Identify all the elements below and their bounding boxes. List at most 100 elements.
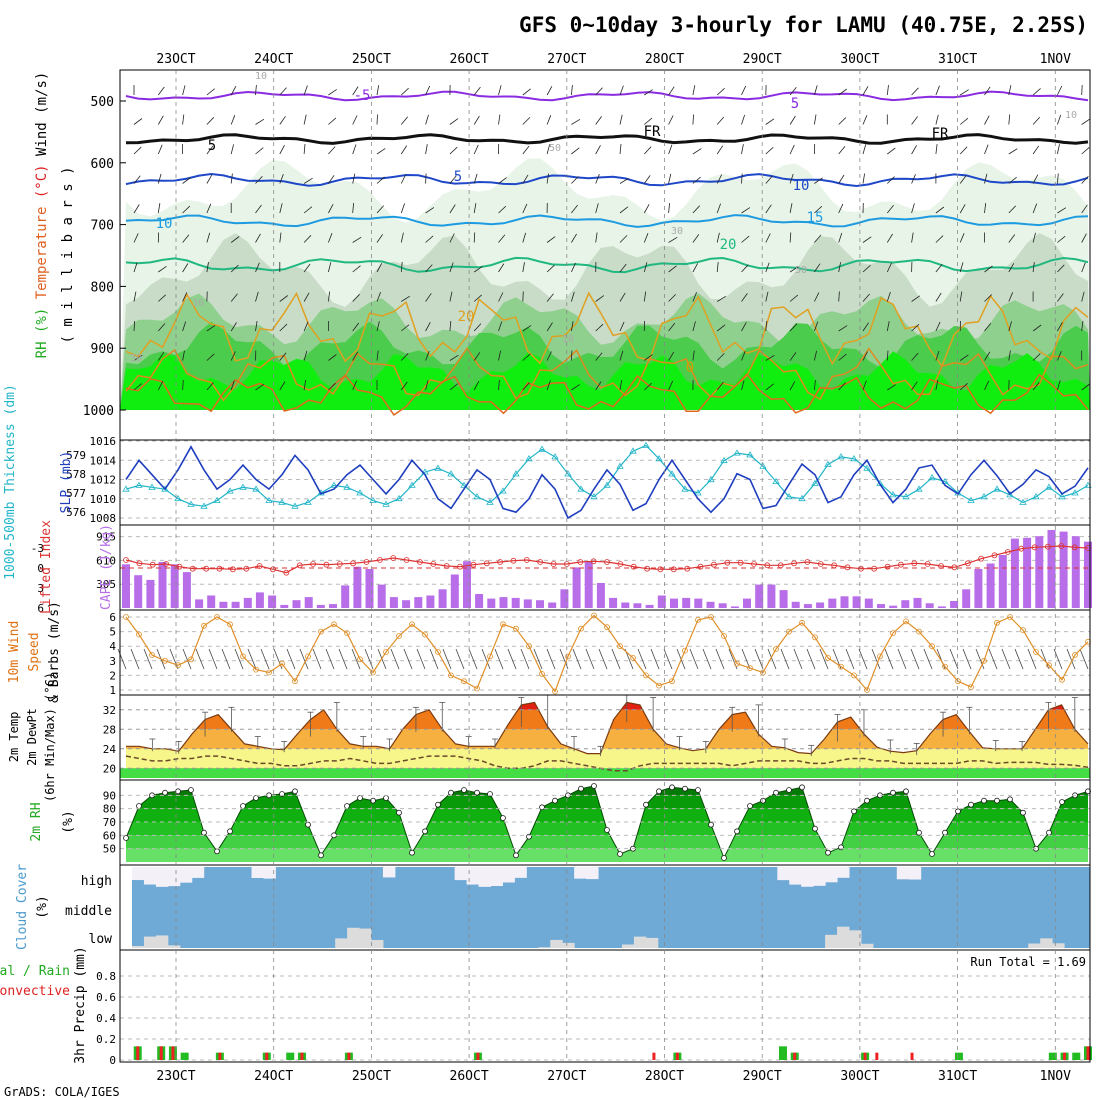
upper-wind-barb [1081, 383, 1090, 391]
upper-wind-barb [279, 203, 283, 214]
upper-wind-barb [595, 87, 603, 96]
cape-bar [633, 603, 642, 608]
surface-wind-barb [936, 648, 946, 670]
thickness-point [681, 485, 689, 492]
isotherm-warm-line [125, 372, 1089, 416]
li-point [283, 569, 290, 576]
thickness-point [668, 470, 676, 477]
li-point [697, 563, 704, 570]
wind-ylabel-line: Speed [27, 632, 42, 671]
upper-wind-barb [1057, 207, 1067, 214]
cloud-sky [132, 867, 1090, 948]
rh-point [461, 787, 467, 793]
upper-wind-barb [182, 379, 184, 391]
rh-ytick-label: 80 [103, 803, 116, 816]
precip-ytick-label: 0.8 [96, 970, 116, 983]
upper-wind-barb [255, 321, 258, 332]
rh-point [708, 821, 714, 828]
upper-wind-barb [328, 291, 330, 302]
upper-wind-barb [206, 262, 209, 273]
wind-speed-point [786, 628, 792, 635]
high-cloud-block [514, 867, 527, 878]
upper-wind-barb [1032, 116, 1041, 125]
precip-total-bar [1072, 1052, 1081, 1060]
dewpoint-line [125, 755, 1089, 772]
rh-point [669, 784, 675, 791]
rh-point [331, 832, 337, 839]
surface-wind-barb [247, 648, 257, 670]
li-point [764, 562, 771, 569]
upper-wind-barb [352, 173, 356, 184]
upper-wind-barb [984, 86, 991, 96]
surface-wind-barb [520, 648, 530, 670]
upper-wind-barb [838, 262, 841, 273]
thickness-point [408, 481, 416, 488]
li-point [911, 560, 918, 567]
thickness-point [616, 462, 624, 469]
date-label-top: 31OCT [938, 52, 977, 67]
upper-wind-barb [668, 173, 672, 184]
upper-wind-barb [376, 321, 380, 332]
surface-wind-barb [949, 648, 959, 670]
upper-wind-barb [1057, 235, 1066, 243]
upper-wind-barb [133, 146, 142, 155]
slp-ylabel-part: SLP (mb) [59, 451, 74, 514]
upper-wind-barb [765, 175, 773, 184]
surface-wind-barb [1027, 648, 1037, 670]
rh-point [799, 784, 805, 791]
temp-band [126, 702, 1088, 710]
upper-wind-barb [546, 86, 553, 96]
low-cloud-block [132, 946, 145, 948]
upper-ytick-label: 500 [91, 95, 114, 110]
upper-wind-barb [619, 114, 623, 125]
li-ytick-label: -3 [31, 542, 44, 555]
upper-wind-barb [1032, 381, 1040, 391]
thickness-point [785, 493, 793, 500]
date-label-top: 1NOV [1040, 52, 1071, 67]
upper-wind-barb [765, 291, 769, 302]
precip-convective-bar [136, 1046, 140, 1060]
upper-wind-barb [1057, 114, 1062, 125]
contour-label: 10 [255, 71, 267, 82]
upper-wind-barb [1008, 321, 1012, 332]
rh-point [500, 815, 506, 821]
upper-wind-barb [473, 323, 482, 332]
temp-ylabel-line: 2m Temp [7, 712, 21, 763]
cape-bar [438, 589, 447, 608]
upper-wind-barb [935, 144, 938, 155]
wind-speed-point [1033, 649, 1039, 655]
upper-wind-barb [182, 321, 187, 332]
wind-speed-point [812, 634, 818, 641]
upper-wind-barb [157, 173, 162, 184]
precip-ylabel: 3hr Precip (mm) [73, 946, 88, 1063]
surface-wind-barb [884, 648, 894, 670]
wind-speed-point [890, 630, 896, 636]
upper-wind-barb [571, 233, 577, 243]
low-cloud-block [849, 930, 862, 948]
upper-wind-barb [449, 354, 459, 361]
upper-wind-barb [1032, 145, 1040, 155]
rh-point [383, 795, 389, 801]
upper-wind-barb [716, 324, 726, 332]
rh-point [201, 829, 207, 836]
rh-point [539, 804, 545, 811]
upper-wind-barb [255, 383, 264, 391]
upper-wind-barb [182, 263, 189, 273]
rh-point [123, 835, 129, 841]
upper-wind-barb [230, 380, 235, 391]
thickness-point [1045, 483, 1053, 490]
upper-wind-barb [133, 383, 142, 391]
upper-wind-barb [279, 352, 287, 361]
isotherm-10 [125, 214, 1089, 228]
upper-wind-barb [789, 203, 793, 214]
precip-total-bar [180, 1052, 189, 1060]
wind-speed-point [162, 657, 168, 664]
rh-point [929, 851, 935, 857]
upper-wind-barb [643, 204, 650, 214]
rh-point [812, 825, 818, 832]
high-cloud-block [179, 867, 193, 883]
high-cloud-block [143, 867, 157, 885]
rh-ytick-label: 50 [103, 843, 116, 856]
wind-speed-point [422, 631, 428, 638]
upper-wind-barb [1008, 148, 1018, 155]
